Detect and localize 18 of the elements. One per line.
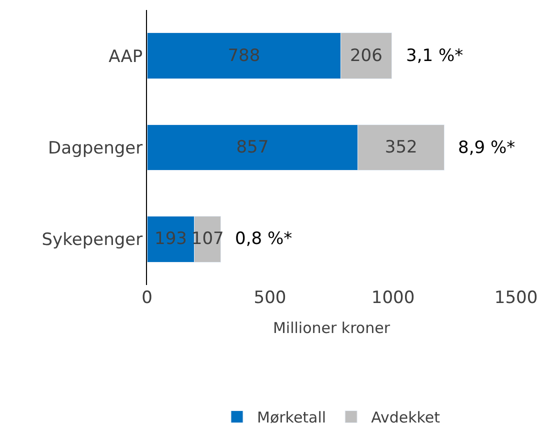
data-label: 788	[228, 46, 260, 66]
data-label: 857	[236, 138, 269, 158]
legend-label: Mørketall	[257, 408, 326, 427]
x-tick-label: 1000	[371, 288, 415, 308]
data-label: 352	[384, 138, 418, 158]
y-tick-label: Sykepenger	[42, 230, 143, 250]
y-tick-label: AAP	[108, 46, 143, 67]
annotation: 8,9 %*	[458, 138, 516, 158]
x-tick-label: 500	[254, 288, 286, 308]
legend-label: Avdekket	[371, 408, 440, 427]
annotation: 0,8 %*	[235, 229, 292, 249]
x-tick-label: 0	[142, 288, 152, 308]
x-tick-label: 1500	[494, 288, 538, 308]
data-label: 193	[154, 229, 187, 250]
x-axis-title: Millioner kroner	[272, 319, 391, 337]
y-tick-label: Dagpenger	[48, 138, 143, 158]
data-label: 206	[350, 46, 382, 66]
annotation: 3,1 %*	[406, 46, 464, 66]
